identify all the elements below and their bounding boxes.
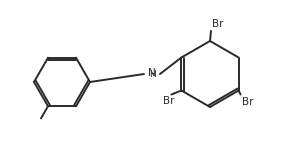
Text: Br: Br — [212, 19, 223, 29]
Text: H: H — [149, 70, 155, 79]
Text: Br: Br — [241, 97, 253, 107]
Text: Br: Br — [164, 97, 175, 107]
Text: N: N — [148, 68, 156, 78]
